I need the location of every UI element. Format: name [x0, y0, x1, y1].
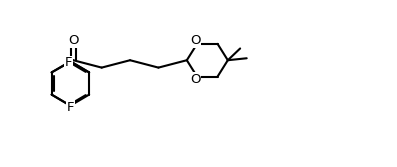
Text: F: F	[65, 56, 72, 69]
Text: O: O	[190, 34, 200, 47]
Text: O: O	[190, 73, 200, 86]
Text: O: O	[68, 34, 79, 47]
Text: F: F	[67, 101, 75, 114]
